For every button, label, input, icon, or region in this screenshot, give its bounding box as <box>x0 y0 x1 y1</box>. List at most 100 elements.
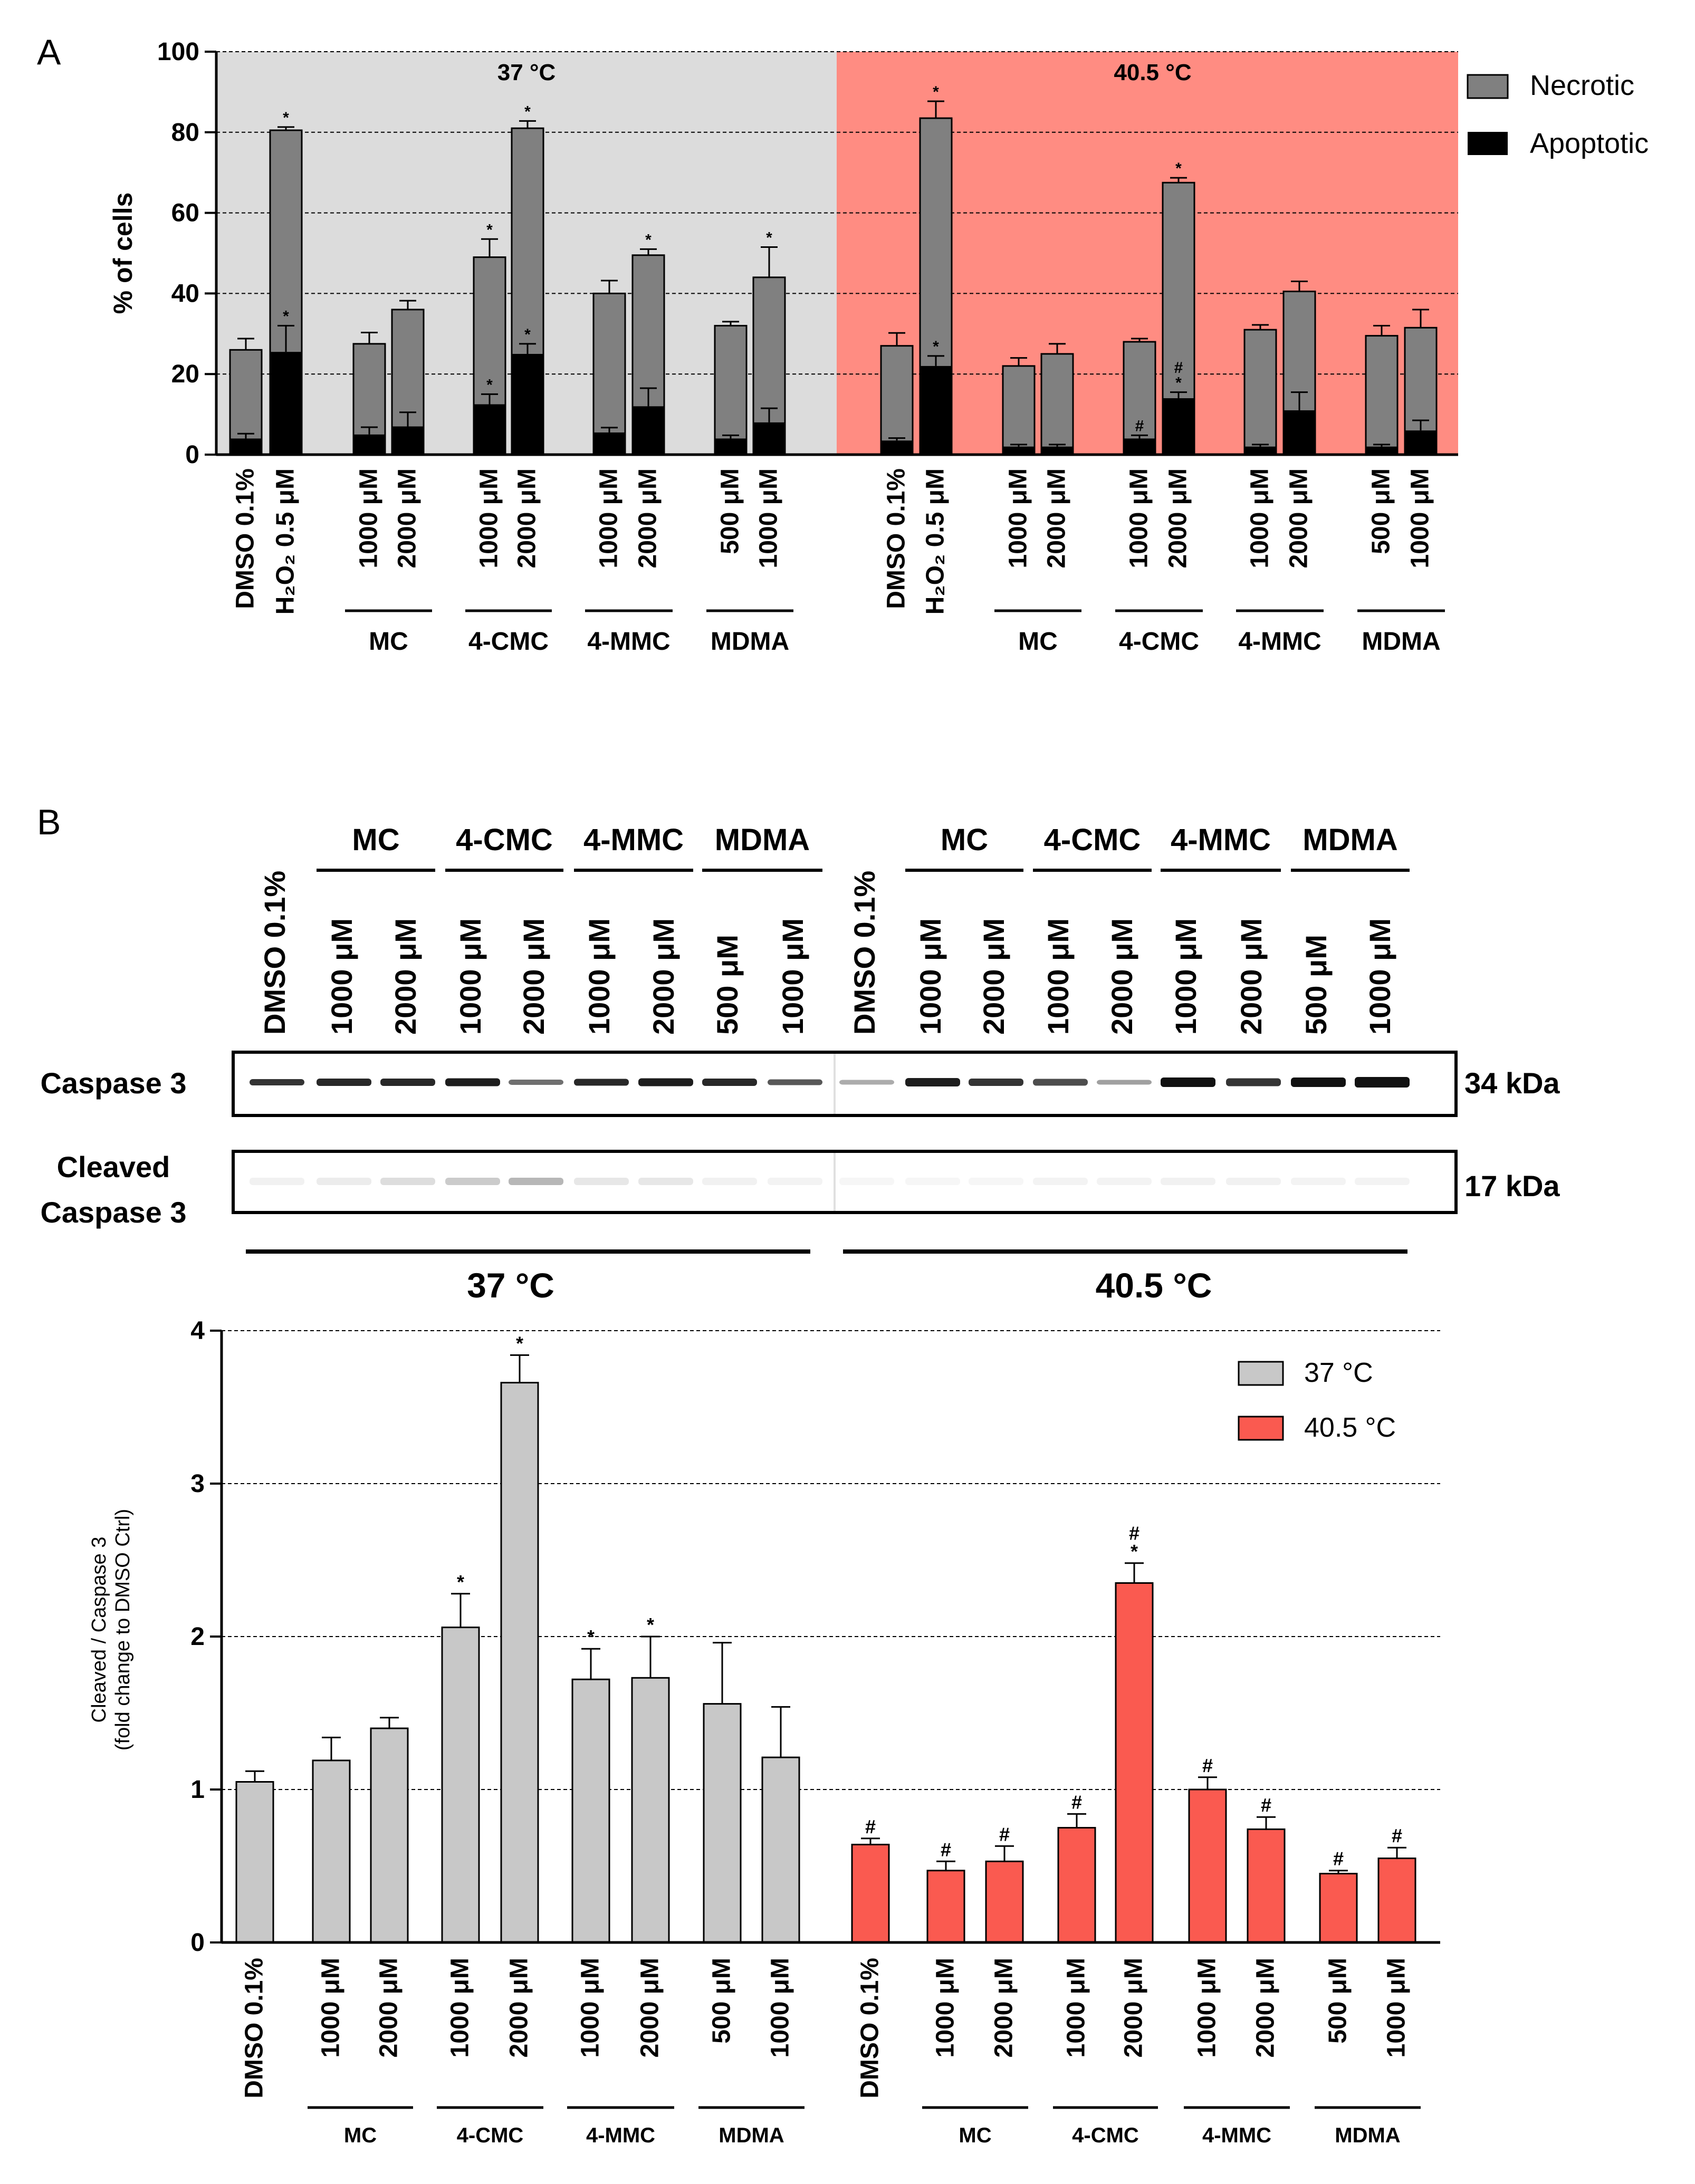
panel-b-label: B <box>37 802 61 842</box>
panel-b-x-label: 2000 μM <box>1120 1958 1148 2057</box>
blot-group-headers: MC 4-CMC 4-MMC MDMA MC 4-CMC 4-MMC MDMA <box>317 823 1410 872</box>
band-cleaved-caspase3 <box>380 1178 435 1185</box>
band-cleaved-caspase3 <box>1355 1178 1410 1185</box>
blot-mw-17: 17 kDa <box>1464 1169 1560 1202</box>
bar-apoptotic <box>715 438 746 455</box>
blot-row-label-cleaved-line2: Caspase 3 <box>40 1196 186 1229</box>
panel-b-group-label: MDMA <box>719 2124 784 2147</box>
annotation-necrotic: * <box>524 103 531 120</box>
band-caspase3 <box>905 1078 960 1086</box>
annotation-apoptotic: * <box>933 338 939 355</box>
annotation-apoptotic: * <box>283 308 289 325</box>
blot-mw-34: 34 kDa <box>1464 1066 1560 1100</box>
bar-37 <box>235 1781 274 1944</box>
panel-a-group-label: 4-CMC <box>1119 628 1199 656</box>
panel-a-x-label: 1000 μM <box>1246 468 1274 568</box>
band-cleaved-caspase3 <box>1226 1178 1281 1185</box>
blot-lane-label: 1000 μM <box>776 918 809 1035</box>
panel-b-group-label: MC <box>959 2124 991 2147</box>
bar-40-5 <box>1319 1873 1358 1944</box>
panel-b-x-label: 1000 μM <box>932 1958 960 2057</box>
panel-a-x-label: H₂O₂ 0.5 μM <box>922 468 950 614</box>
blot-row-label-caspase3: Caspase 3 <box>40 1066 186 1100</box>
panel-a-y-tick-label: 0 <box>185 441 199 469</box>
panel-b-x-label: 1000 μM <box>767 1958 794 2057</box>
annotation-apoptotic: # <box>1174 359 1183 377</box>
panel-a-temp-label-37: 37 °C <box>497 60 556 85</box>
bar-apoptotic <box>270 352 302 455</box>
annotation-necrotic: * <box>933 83 939 101</box>
band-cleaved-caspase3 <box>1033 1178 1088 1185</box>
band-cleaved-caspase3 <box>905 1178 960 1185</box>
blot-group-header: MC <box>352 823 399 857</box>
bar-apoptotic <box>593 432 625 455</box>
bar-apoptotic <box>474 404 505 455</box>
legend-necrotic-label: Necrotic <box>1530 70 1634 101</box>
annotation-apoptotic: # <box>1135 417 1144 435</box>
panel-a-temp-label-40-5: 40.5 °C <box>1114 60 1191 85</box>
band-caspase3 <box>969 1079 1023 1086</box>
panel-b-group-labels: MC 4-CMC 4-MMC MDMA MC 4-CMC 4-MMC MDMA <box>308 2106 1421 2147</box>
panel-a-x-label: 1000 μM <box>355 468 383 568</box>
panel-a-group-label: 4-MMC <box>1238 628 1321 656</box>
bar-apoptotic <box>353 434 385 455</box>
panel-b-x-label: 2000 μM <box>1252 1958 1280 2057</box>
bar-40-5 <box>1377 1858 1416 1944</box>
panel-a-x-label: 2000 μM <box>634 468 662 568</box>
annotation-bar-40-5: # <box>1202 1755 1213 1776</box>
panel-b-x-label: 2000 μM <box>505 1958 533 2057</box>
band-caspase3 <box>250 1079 304 1085</box>
band-caspase3 <box>638 1078 693 1086</box>
band-caspase3 <box>1226 1078 1281 1086</box>
legend-apoptotic-label: Apoptotic <box>1530 128 1649 159</box>
band-cleaved-caspase3 <box>1161 1178 1215 1185</box>
panel-a-y-tick-label: 60 <box>171 199 199 227</box>
panel-a-group-label: MC <box>369 628 408 656</box>
band-caspase3 <box>574 1079 629 1086</box>
band-cleaved-caspase3 <box>509 1178 563 1185</box>
bar-necrotic <box>1365 335 1399 456</box>
annotation-necrotic: * <box>645 231 652 248</box>
bar-necrotic <box>1040 353 1074 456</box>
bar-37 <box>761 1756 800 1944</box>
panel-b-legend: 37 °C 40.5 °C <box>1238 1358 1396 1443</box>
bar-40-5 <box>1247 1828 1286 1944</box>
panel-a-x-label: 1000 μM <box>755 468 783 568</box>
blot-lane-label: 1000 μM <box>1363 918 1396 1035</box>
band-caspase3 <box>839 1080 894 1085</box>
panel-a-x-label: 2000 μM <box>513 468 541 568</box>
blot-lane-label: 1000 μM <box>325 918 358 1035</box>
panel-a-x-labels: DMSO 0.1% H₂O₂ 0.5 μM 1000 μM 2000 μM 1000 μ… <box>232 468 1434 614</box>
panel-a-annotations: ******* ***#**# <box>283 83 1183 435</box>
panel-b-group-label: MC <box>344 2124 377 2147</box>
annotation-necrotic: * <box>766 229 772 247</box>
panel-b-annotations: ****####*##### <box>457 1332 1402 1869</box>
blot-lane-label: 2000 μM <box>1105 918 1138 1035</box>
panel-b-x-label: 2000 μM <box>990 1958 1018 2057</box>
band-caspase3 <box>1033 1079 1088 1086</box>
bar-apoptotic <box>392 426 424 455</box>
blot-lane-label: 2000 μM <box>517 918 550 1035</box>
blot-row-label-cleaved-line1: Cleaved <box>57 1150 170 1184</box>
band-cleaved-caspase3 <box>445 1178 500 1185</box>
bar-apoptotic <box>920 365 952 455</box>
blot-lane-label: 500 μM <box>1299 935 1333 1035</box>
panel-a-x-label: 1000 μM <box>475 468 503 568</box>
annotation-bar-40-5: * <box>1131 1541 1138 1562</box>
bar-37 <box>312 1759 351 1944</box>
panel-b-group-label: MDMA <box>1335 2124 1400 2147</box>
bar-37 <box>500 1382 539 1944</box>
bar-40-5 <box>851 1843 890 1944</box>
bar-apoptotic <box>633 406 664 455</box>
panel-a-x-label: 2000 μM <box>394 468 422 568</box>
blot-group-header: MDMA <box>715 823 810 857</box>
annotation-bar-40-5: # <box>1071 1791 1082 1813</box>
panel-a-x-label: 1000 μM <box>1125 468 1153 568</box>
annotation-bar-40-5: # <box>941 1839 951 1860</box>
annotation-bar-40-5: # <box>1392 1825 1402 1846</box>
band-caspase3 <box>509 1080 563 1085</box>
band-cleaved-caspase3 <box>839 1178 894 1185</box>
panel-a-y-tick-label: 80 <box>171 119 199 147</box>
panel-a-group-label: MDMA <box>1362 628 1440 656</box>
annotation-necrotic: * <box>283 109 289 127</box>
